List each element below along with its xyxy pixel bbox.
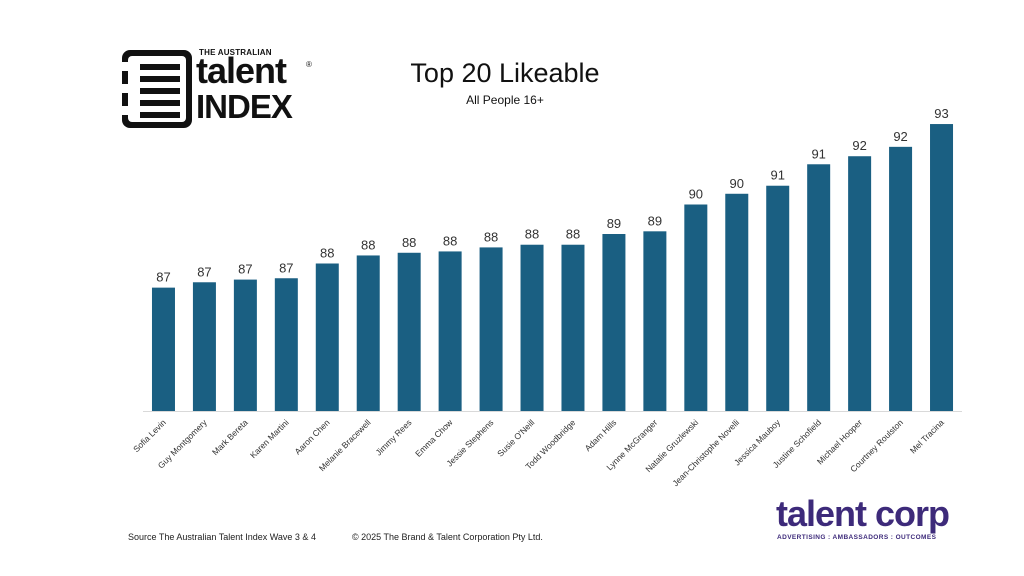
logo-registered-mark: ® [306, 60, 312, 69]
bar-9 [520, 244, 544, 411]
category-label-7: Emma Chow [413, 417, 455, 459]
value-label-19: 93 [934, 106, 948, 121]
bar-13 [684, 204, 708, 411]
bar-11 [602, 234, 626, 411]
index-lines-icon [122, 50, 192, 128]
category-label-19: Mel Tracina [908, 417, 946, 455]
bar-0 [151, 287, 175, 411]
footer-copyright: © 2025 The Brand & Talent Corporation Pt… [352, 532, 543, 542]
logo-word-index: INDEX [196, 88, 293, 125]
value-label-7: 88 [443, 233, 457, 248]
bar-6 [397, 252, 421, 411]
value-label-14: 90 [730, 176, 744, 191]
bar-15 [766, 185, 790, 411]
chart-subtitle: All People 16+ [466, 93, 544, 107]
bar-4 [315, 263, 339, 411]
category-label-14: Jean-Christophe Novelli [670, 417, 741, 488]
talent-corp-tagline: ADVERTISING : AMBASSADORS : OUTCOMES [777, 534, 937, 541]
value-label-0: 87 [156, 270, 170, 285]
category-label-9: Susie O'Neill [495, 417, 536, 458]
category-label-0: Sofia Levin [131, 417, 168, 454]
value-label-18: 92 [893, 129, 907, 144]
value-label-6: 88 [402, 235, 416, 250]
category-label-6: Jimmy Rees [373, 417, 413, 457]
value-label-3: 87 [279, 260, 293, 275]
bar-16 [807, 164, 831, 411]
bar-17 [848, 156, 872, 411]
bar-2 [233, 279, 257, 411]
talent-corp-logo: talent corp ADVERTISING : AMBASSADORS : … [776, 496, 956, 556]
bar-8 [479, 247, 503, 411]
bar-12 [643, 231, 667, 411]
logo-small-text: THE AUSTRALIAN [199, 48, 272, 57]
value-label-2: 87 [238, 262, 252, 277]
value-label-17: 92 [852, 138, 866, 153]
bar-18 [889, 146, 913, 411]
bar-7 [438, 251, 462, 411]
value-label-1: 87 [197, 264, 211, 279]
value-label-11: 89 [607, 216, 621, 231]
category-label-4: Aaron Chen [293, 417, 332, 456]
category-label-11: Adam Hills [583, 417, 619, 453]
value-label-5: 88 [361, 237, 375, 252]
value-label-12: 89 [648, 213, 662, 228]
category-label-2: Mark Bereta [210, 417, 250, 457]
bar-10 [561, 244, 585, 411]
bar-5 [356, 255, 380, 411]
bar-1 [192, 282, 216, 411]
talent-corp-name: talent corp [776, 493, 950, 534]
chart-title: Top 20 Likeable [410, 58, 600, 88]
value-label-8: 88 [484, 229, 498, 244]
bar-3 [274, 278, 298, 411]
category-label-3: Karen Martini [248, 417, 291, 460]
value-label-9: 88 [525, 227, 539, 242]
footer-source: Source The Australian Talent Index Wave … [128, 532, 316, 542]
logo-word-talent: talent [196, 50, 287, 91]
bar-14 [725, 193, 749, 411]
australian-talent-index-logo: THE AUSTRALIAN talent ® INDEX [122, 48, 322, 128]
value-label-4: 88 [320, 246, 334, 261]
value-label-13: 90 [689, 187, 703, 202]
value-label-15: 91 [770, 168, 784, 183]
value-label-16: 91 [811, 146, 825, 161]
value-label-10: 88 [566, 227, 580, 242]
bar-19 [930, 124, 954, 411]
